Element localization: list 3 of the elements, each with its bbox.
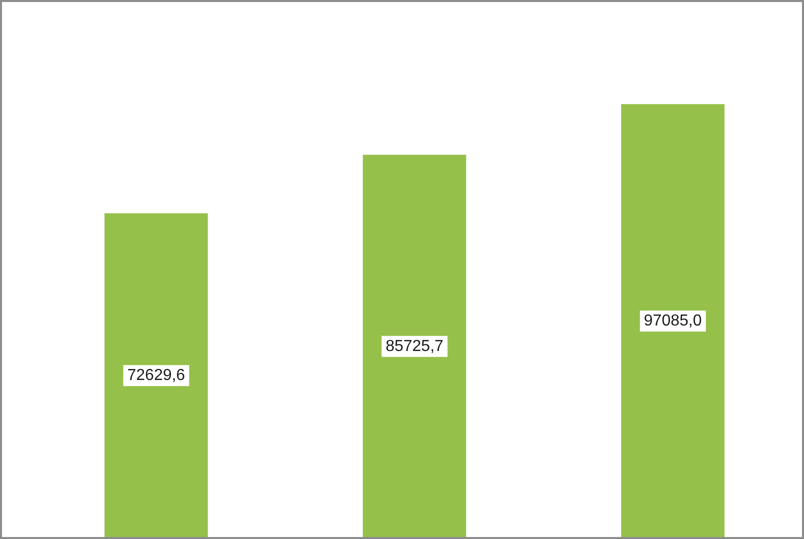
data-label: 85725,7 [386,338,444,355]
data-label: 97085,0 [644,312,702,330]
data-label: 72629,6 [127,367,186,384]
